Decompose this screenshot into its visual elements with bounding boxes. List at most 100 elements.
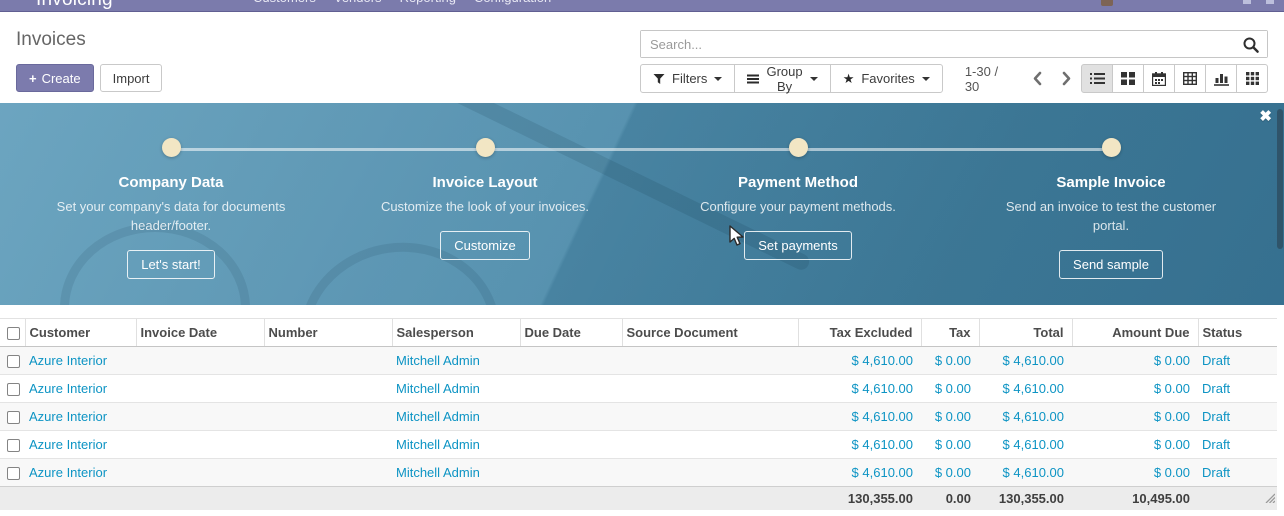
cell-select (0, 459, 25, 487)
cell-select (0, 375, 25, 403)
column-header-salesperson[interactable]: Salesperson (391, 318, 520, 347)
footer-tax-excluded-total: 130,355.00 (798, 486, 921, 510)
table-footer-row: 130,355.00 0.00 130,355.00 10,495.00 (0, 486, 1277, 510)
favorites-label: Favorites (861, 71, 915, 86)
status-badge: Draft (1202, 353, 1231, 368)
step-title: Invoice Layout (432, 174, 538, 191)
cell-salesperson: Mitchell Admin (392, 347, 520, 375)
activity-icon[interactable] (1266, 0, 1274, 4)
cell-select (0, 403, 25, 431)
menu-item-customers[interactable]: Customers (253, 0, 316, 5)
table-row[interactable]: Azure Interior Mitchell Admin $ 4,610.00… (0, 346, 1277, 375)
cell-amount-due: $ 0.00 (1153, 465, 1190, 480)
select-all-checkbox[interactable] (7, 327, 20, 341)
cell-due-date (520, 375, 622, 403)
status-badge: Draft (1202, 409, 1231, 424)
cell-tax: $ 0.00 (934, 465, 971, 480)
row-checkbox[interactable] (7, 467, 20, 481)
cell-tax: $ 0.00 (934, 409, 971, 424)
search-input[interactable] (641, 31, 1267, 57)
messages-icon[interactable] (1243, 0, 1251, 4)
onboarding-banner: Company Data Set your company's data for… (0, 103, 1284, 305)
scrollbar-thumb[interactable] (1277, 109, 1283, 249)
create-button-label: Create (41, 70, 81, 86)
status-badge: Draft (1202, 381, 1231, 396)
customer-link: Azure Interior (29, 437, 108, 452)
column-header-due-date[interactable]: Due Date (519, 318, 622, 347)
step-description: Customize the look of your invoices. (380, 199, 590, 214)
user-avatar[interactable] (1101, 0, 1113, 6)
table-header-row: Customer Invoice Date Number Salesperson… (0, 318, 1277, 347)
calendar-view-button[interactable] (1143, 64, 1175, 93)
search-option-buttons: Filters Group By ★ (640, 64, 943, 94)
menu-item-configuration[interactable]: Configuration (474, 0, 551, 5)
kanban-view-button[interactable] (1112, 64, 1144, 93)
graph-view-button[interactable] (1205, 64, 1237, 93)
import-button-label: Import (112, 70, 150, 86)
row-checkbox[interactable] (7, 411, 20, 425)
column-header-tax-excluded[interactable]: Tax Excluded (797, 318, 921, 347)
cell-source-document (622, 431, 798, 459)
menu-item-reporting[interactable]: Reporting (400, 0, 456, 5)
column-header-total[interactable]: Total (978, 318, 1072, 347)
send-sample-button[interactable]: Send sample (1059, 249, 1163, 279)
step-title: Company Data (118, 174, 224, 191)
table-row[interactable]: Azure Interior Mitchell Admin $ 4,610.00… (0, 402, 1277, 431)
app-name[interactable]: Invoicing (36, 0, 113, 11)
pivot-view-button[interactable] (1174, 64, 1206, 93)
customer-link: Azure Interior (29, 409, 108, 424)
column-header-invoice-date[interactable]: Invoice Date (135, 318, 264, 347)
set-payments-button[interactable]: Set payments (744, 230, 852, 260)
footer-tax-total: 0.00 (921, 486, 979, 510)
create-button[interactable]: + Create (16, 64, 94, 92)
menu-item-vendors[interactable]: Vendors (334, 0, 382, 5)
column-header-number[interactable]: Number (263, 318, 392, 347)
cell-source-document (622, 403, 798, 431)
cell-total: $ 4,610.00 (1002, 381, 1064, 396)
column-header-status[interactable]: Status (1197, 318, 1277, 347)
column-header-tax[interactable]: Tax (920, 318, 979, 347)
invoice-list: Customer Invoice Date Number Salesperson… (0, 318, 1277, 510)
filters-button[interactable]: Filters (640, 64, 736, 93)
favorites-button[interactable]: ★ Favorites (829, 64, 943, 93)
activity-view-button[interactable] (1236, 64, 1268, 93)
cell-number (264, 431, 392, 459)
search-icon[interactable] (1242, 36, 1260, 59)
pivot-icon (1183, 72, 1197, 85)
row-checkbox[interactable] (7, 439, 20, 453)
cell-customer: Azure Interior (25, 431, 136, 459)
cell-invoice-date (136, 347, 264, 375)
status-badge: Draft (1202, 437, 1231, 452)
calendar-icon (1152, 71, 1166, 86)
customize-button[interactable]: Customize (440, 230, 530, 260)
table-row[interactable]: Azure Interior Mitchell Admin $ 4,610.00… (0, 430, 1277, 459)
caret-down-icon (921, 76, 930, 81)
pager-previous-button[interactable] (1023, 71, 1052, 86)
invoice-table: Customer Invoice Date Number Salesperson… (0, 318, 1277, 510)
lets-start-button[interactable]: Let's start! (127, 249, 215, 279)
column-header-source-document[interactable]: Source Document (621, 318, 798, 347)
row-checkbox[interactable] (7, 383, 20, 397)
import-button[interactable]: Import (99, 64, 163, 92)
salesperson-link: Mitchell Admin (396, 465, 480, 480)
cell-total: $ 4,610.00 (1002, 465, 1064, 480)
cell-tax-excluded: $ 4,610.00 (851, 465, 913, 480)
column-header-customer[interactable]: Customer (24, 318, 136, 347)
resize-handle-icon[interactable] (1264, 490, 1276, 508)
list-view-button[interactable] (1081, 64, 1113, 93)
row-checkbox[interactable] (7, 355, 20, 369)
table-row[interactable]: Azure Interior Mitchell Admin $ 4,610.00… (0, 374, 1277, 403)
cell-salesperson: Mitchell Admin (392, 431, 520, 459)
step-description: Configure your payment methods. (700, 199, 896, 214)
column-header-amount-due[interactable]: Amount Due (1071, 318, 1198, 347)
pager-next-button[interactable] (1052, 71, 1081, 86)
cell-tax-excluded: $ 4,610.00 (851, 409, 913, 424)
close-icon[interactable]: ✖ (1259, 108, 1272, 125)
top-menu: Customers Vendors Reporting Configuratio… (253, 0, 551, 5)
cell-number (264, 347, 392, 375)
cell-customer: Azure Interior (25, 347, 136, 375)
group-by-button[interactable]: Group By (734, 64, 831, 94)
step-dot (788, 138, 808, 157)
table-row[interactable]: Azure Interior Mitchell Admin $ 4,610.00… (0, 458, 1277, 487)
cell-amount-due: $ 0.00 (1153, 381, 1190, 396)
